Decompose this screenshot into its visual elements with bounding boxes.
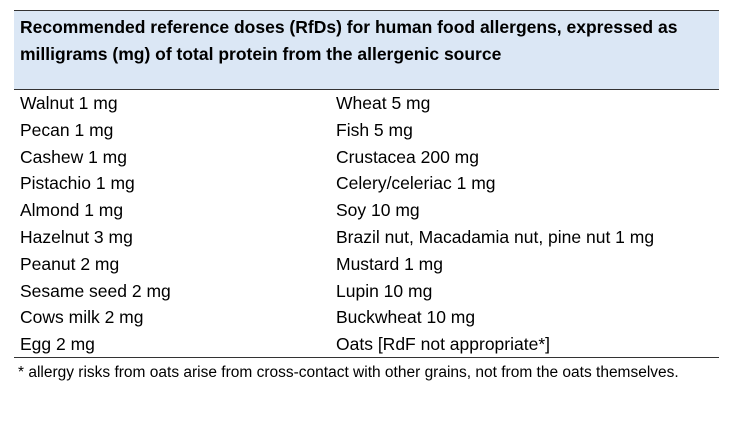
table-row: Cows milk 2 mg Buckwheat 10 mg — [20, 304, 713, 331]
table-cell-right: Crustacea 200 mg — [336, 146, 479, 167]
table-cell-right: Wheat 5 mg — [336, 93, 431, 113]
table-cell-right: Soy 10 mg — [336, 200, 420, 221]
table-row: Sesame seed 2 mg Lupin 10 mg — [20, 278, 713, 305]
table-cell-right: Celery/celeriac 1 mg — [336, 173, 496, 194]
table-row: Pistachio 1 mg Celery/celeriac 1 mg — [20, 170, 713, 197]
table-row: Pecan 1 mg Fish 5 mg — [20, 117, 713, 144]
table-cell-left: Sesame seed 2 mg — [20, 280, 171, 301]
table-cell-left: Egg 2 mg — [20, 334, 95, 355]
table-row: Peanut 2 mg Mustard 1 mg — [20, 251, 713, 278]
allergen-rfd-table: Recommended reference doses (RfDs) for h… — [14, 10, 719, 385]
table-cell-right: Fish 5 mg — [336, 119, 413, 140]
table-cell-left: Walnut 1 mg — [20, 93, 118, 113]
table-cell-left: Pecan 1 mg — [20, 119, 114, 140]
table-cell-left: Pistachio 1 mg — [20, 173, 135, 194]
table-row: Walnut 1 mg Wheat 5 mg — [20, 90, 713, 117]
table-footnote: * allergy risks from oats arise from cro… — [18, 364, 679, 381]
table-cell-left: Peanut 2 mg — [20, 253, 120, 274]
table-cell-left: Almond 1 mg — [20, 200, 124, 221]
table-cell-left: Cows milk 2 mg — [20, 307, 144, 328]
table-body: Walnut 1 mg Wheat 5 mg Pecan 1 mg Fish 5… — [14, 90, 719, 358]
table-row: Cashew 1 mg Crustacea 200 mg — [20, 144, 713, 171]
table-cell-right: Brazil nut, Macadamia nut, pine nut 1 mg — [336, 226, 655, 247]
table-row: Almond 1 mg Soy 10 mg — [20, 197, 713, 224]
table-cell-right: Oats [RdF not appropriate*] — [336, 334, 550, 355]
table-cell-right: Buckwheat 10 mg — [336, 307, 476, 328]
table-cell-left: Cashew 1 mg — [20, 146, 127, 167]
table-cell-right: Lupin 10 mg — [336, 280, 433, 301]
table-row: Egg 2 mg Oats [RdF not appropriate*] — [20, 331, 713, 358]
table-header: Recommended reference doses (RfDs) for h… — [14, 10, 719, 90]
table-row: Hazelnut 3 mg Brazil nut, Macadamia nut,… — [20, 224, 713, 251]
table-cell-left: Hazelnut 3 mg — [20, 226, 133, 247]
table-cell-right: Mustard 1 mg — [336, 253, 443, 274]
